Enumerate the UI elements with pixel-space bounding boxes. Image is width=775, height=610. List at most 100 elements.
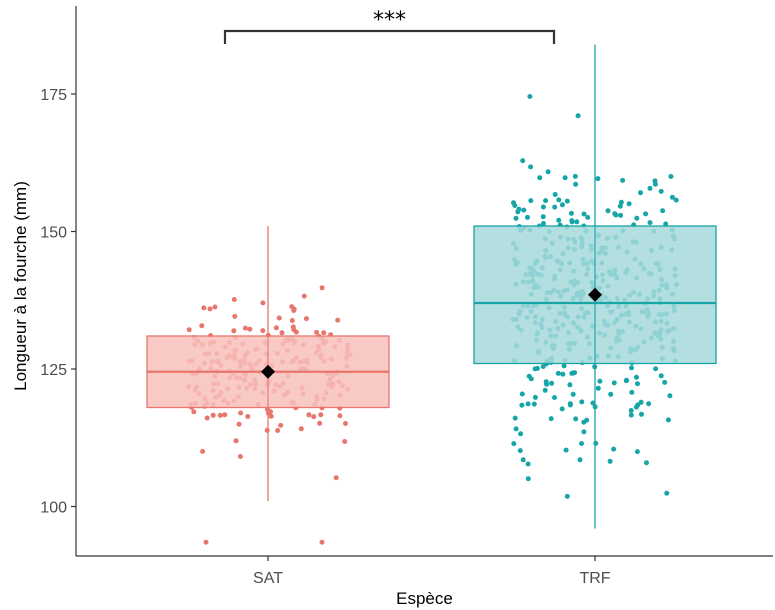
data-point-trf — [562, 175, 568, 181]
data-point-trf — [633, 404, 639, 410]
data-point-trf — [512, 415, 518, 421]
data-point-sat — [290, 324, 296, 330]
data-point-trf — [517, 448, 523, 454]
data-point-trf — [528, 198, 534, 204]
data-point-trf — [515, 209, 521, 215]
data-point-sat — [335, 317, 341, 323]
data-point-sat — [337, 413, 343, 419]
data-point-trf — [581, 429, 587, 435]
significance-bracket — [223, 29, 556, 44]
data-point-trf — [664, 490, 670, 496]
data-point-sat — [207, 306, 213, 312]
data-point-trf — [544, 381, 550, 387]
data-point-trf — [511, 200, 516, 206]
data-point-sat — [191, 409, 197, 415]
data-point-trf — [528, 376, 534, 382]
data-point-trf — [647, 185, 653, 191]
significance-label: *** — [373, 8, 406, 33]
data-point-sat — [260, 300, 266, 306]
data-point-sat — [242, 325, 248, 331]
data-point-trf — [513, 215, 519, 221]
data-point-trf — [567, 382, 573, 388]
data-point-sat — [333, 475, 339, 481]
boxes-layer — [146, 44, 717, 529]
data-point-sat — [298, 426, 304, 432]
data-point-trf — [559, 202, 565, 208]
data-point-trf — [662, 379, 668, 385]
data-point-sat — [311, 414, 317, 420]
data-point-sat — [275, 428, 281, 433]
data-point-trf — [555, 370, 561, 376]
labels-layer: 100 125 150 175 SAT TRF Espèce Longueur à la fo… — [11, 8, 611, 608]
data-point-trf — [563, 447, 569, 453]
data-point-trf — [525, 476, 531, 482]
data-point-trf — [669, 194, 675, 200]
data-point-trf — [552, 395, 557, 400]
data-point-trf — [525, 401, 531, 407]
data-point-trf — [572, 370, 578, 376]
data-point-trf — [628, 408, 634, 413]
y-axis-title: Longueur à la fourche (mm) — [11, 181, 30, 391]
data-point-sat — [210, 412, 216, 418]
data-point-trf — [561, 363, 567, 369]
data-point-sat — [222, 412, 228, 418]
data-point-trf — [573, 416, 579, 422]
mean-marker-sat — [261, 364, 275, 379]
data-point-trf — [532, 366, 538, 372]
data-point-trf — [579, 441, 584, 446]
data-point-trf — [531, 401, 537, 407]
data-point-trf — [521, 207, 527, 213]
data-point-sat — [247, 326, 253, 332]
data-point-trf — [593, 440, 599, 446]
data-point-trf — [643, 211, 649, 217]
data-point-trf — [652, 181, 658, 187]
x-axis-title: Espèce — [396, 589, 453, 608]
data-point-sat — [301, 293, 307, 299]
data-point-trf — [634, 374, 639, 380]
data-point-sat — [317, 420, 323, 426]
data-point-sat — [233, 438, 239, 444]
y-tick-label: 125 — [40, 362, 67, 379]
data-point-sat — [238, 410, 244, 416]
data-point-sat — [232, 313, 238, 319]
data-point-trf — [658, 188, 664, 194]
data-point-trf — [574, 219, 580, 225]
data-point-trf — [549, 380, 555, 386]
data-point-trf — [653, 366, 659, 372]
data-point-trf — [646, 401, 652, 407]
data-point-trf — [628, 412, 634, 418]
data-point-sat — [306, 412, 312, 418]
data-point-trf — [607, 458, 613, 464]
data-point-trf — [519, 391, 525, 397]
data-point-sat — [204, 415, 210, 421]
data-point-trf — [665, 417, 671, 423]
data-point-sat — [268, 413, 274, 419]
data-point-trf — [513, 426, 519, 432]
data-point-trf — [577, 457, 583, 463]
data-point-trf — [540, 204, 546, 210]
data-point-trf — [568, 210, 574, 216]
data-point-trf — [629, 365, 634, 371]
data-point-trf — [590, 400, 596, 406]
data-point-sat — [319, 285, 325, 291]
data-point-trf — [556, 197, 562, 203]
data-point-trf — [556, 217, 562, 223]
data-point-trf — [584, 417, 590, 423]
data-point-trf — [528, 164, 534, 170]
data-point-trf — [597, 378, 603, 384]
data-point-trf — [639, 411, 644, 417]
data-point-trf — [573, 181, 579, 187]
axes-layer — [71, 6, 773, 561]
data-point-trf — [620, 177, 626, 183]
data-point-trf — [541, 221, 546, 226]
data-point-trf — [537, 175, 543, 181]
data-point-trf — [545, 169, 551, 175]
data-point-trf — [548, 416, 554, 422]
data-point-sat — [318, 412, 324, 418]
data-point-sat — [212, 304, 218, 310]
data-point-trf — [569, 219, 575, 225]
data-point-sat — [264, 427, 270, 433]
data-point-sat — [236, 421, 242, 427]
data-point-sat — [293, 329, 299, 335]
